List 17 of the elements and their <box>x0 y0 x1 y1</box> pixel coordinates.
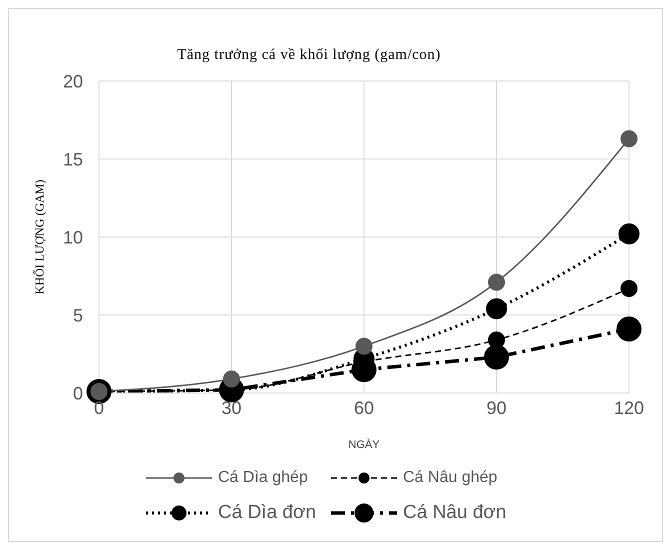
x-tick-label: 90 <box>486 398 507 418</box>
y-tick-label: 10 <box>62 227 83 248</box>
x-axis-title: NGÀY <box>348 438 380 451</box>
chart-title: Tăng trưởng cá về khối lượng (gam/con) <box>176 47 442 64</box>
legend-label: Cá Dìa đơn <box>218 502 316 524</box>
x-tick-label: 30 <box>221 398 242 418</box>
y-tick-label: 20 <box>62 71 83 92</box>
y-tick-label: 0 <box>72 383 83 404</box>
x-tick-label: 60 <box>354 398 374 418</box>
legend-label: Cá Nâu ghép <box>403 469 498 487</box>
x-tick-label: 120 <box>614 398 644 418</box>
legend-label: Cá Nâu đơn <box>403 502 506 524</box>
y-tick-label: 5 <box>72 305 83 326</box>
x-tick-label: 0 <box>94 398 104 418</box>
y-axis-title: KHỐI LƯỢNG (GAM) <box>32 180 46 294</box>
legend-label: Cá Dìa ghép <box>218 469 308 487</box>
y-tick-label: 15 <box>62 149 83 170</box>
